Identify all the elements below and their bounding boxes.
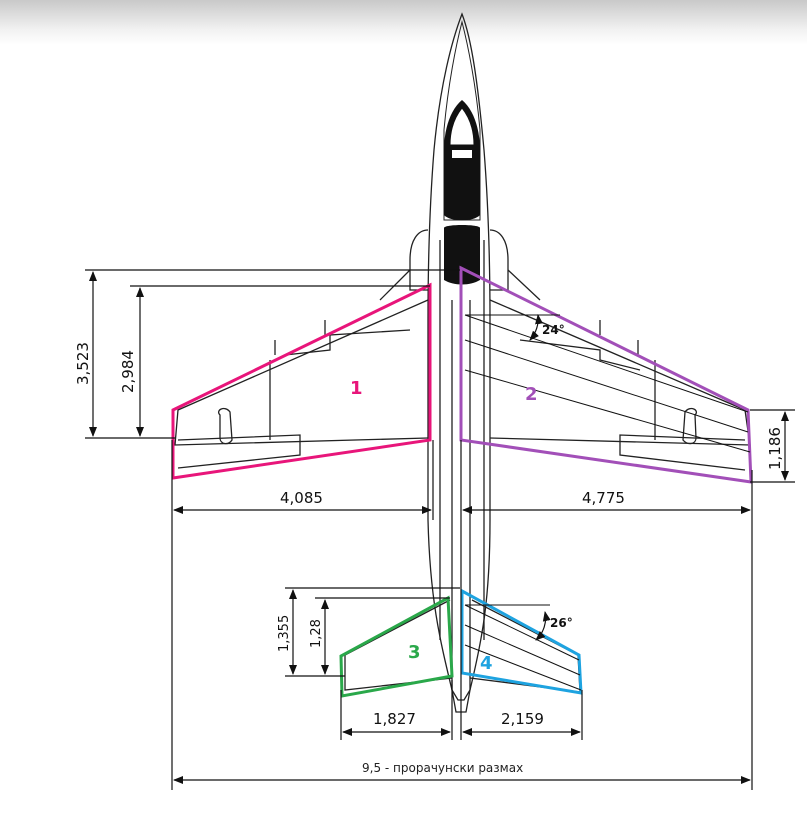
span-label: 9,5 - прорачунски размах [362,761,523,775]
tail-sweep-arc [535,611,551,641]
dim-2984-label: 2,984 [119,350,137,393]
dim-4085-label: 4,085 [280,489,323,507]
tail-panel-3 [339,595,454,698]
dim-1827-label: 1,827 [373,710,416,728]
dim-4775-label: 4,775 [582,489,625,507]
tail-number-4: 4 [480,653,493,674]
wing-panel-1 [171,282,432,480]
wing-sweep-angle-label: 24° [542,323,565,337]
dimension-lines [85,269,795,790]
wing-panel-2 [459,265,753,484]
wing-number-2: 2 [525,384,538,405]
wing-number-1: 1 [350,378,363,399]
tail-construction-lines [464,604,582,691]
tail-number-3: 3 [408,642,421,663]
dim-3523-label: 3,523 [74,342,92,385]
dim-1355-label: 1,355 [277,615,292,652]
canopy [444,100,480,285]
dim-1186-label: 1,186 [766,427,784,470]
tail-sweep-angle-label: 26° [550,616,573,630]
wing-construction-lines [464,314,751,453]
wing-sweep-arc [529,314,543,341]
dim-128-label: 1,28 [309,619,324,648]
dim-2159-label: 2,159 [501,710,544,728]
